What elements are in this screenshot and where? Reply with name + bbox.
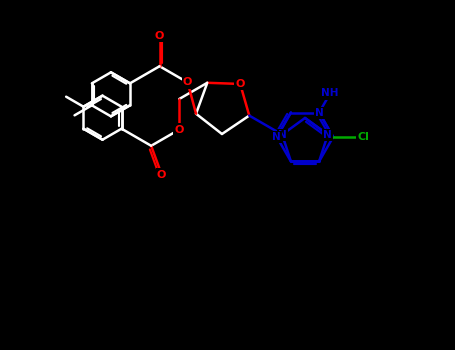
Text: N: N — [315, 107, 324, 118]
Text: O: O — [175, 125, 184, 135]
Text: O: O — [155, 31, 164, 41]
Text: O: O — [183, 77, 192, 88]
Text: N: N — [324, 130, 332, 140]
Text: O: O — [236, 79, 245, 89]
Text: Cl: Cl — [357, 132, 369, 142]
Text: O: O — [157, 169, 167, 180]
Text: N: N — [273, 132, 281, 142]
Text: N: N — [278, 130, 287, 140]
Text: NH: NH — [321, 89, 339, 98]
